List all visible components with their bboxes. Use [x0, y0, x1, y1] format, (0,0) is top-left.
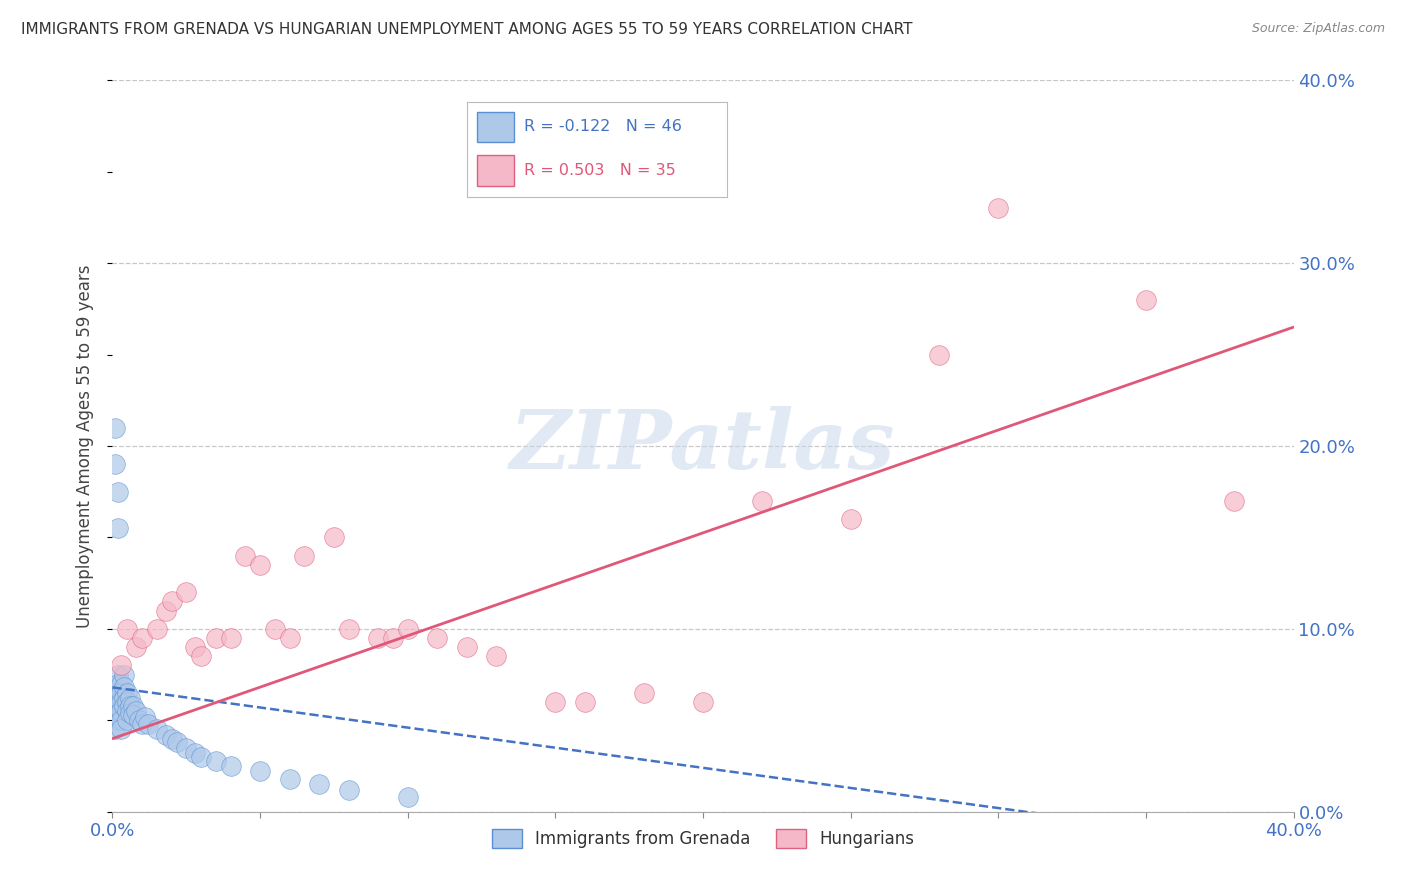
Point: [125, 704, 148, 718]
Point: [633, 686, 655, 700]
Point: [112, 667, 135, 681]
Point: [174, 585, 197, 599]
Point: [249, 558, 271, 572]
Point: [1135, 293, 1157, 307]
Point: [928, 347, 950, 362]
Point: [456, 640, 478, 655]
Point: [104, 457, 127, 471]
Point: [1223, 494, 1246, 508]
Point: [136, 717, 159, 731]
Point: [107, 686, 129, 700]
Point: [190, 749, 212, 764]
Point: [485, 649, 508, 664]
Point: [233, 549, 256, 563]
Point: [190, 649, 212, 664]
Point: [205, 754, 228, 768]
Point: [308, 777, 330, 791]
Point: [107, 484, 129, 499]
Point: [104, 723, 127, 737]
Point: [125, 640, 148, 655]
Point: [146, 723, 169, 737]
Point: [987, 201, 1010, 215]
Point: [205, 631, 228, 645]
Point: [751, 494, 773, 508]
Point: [160, 594, 183, 608]
Point: [337, 782, 360, 797]
Point: [120, 691, 142, 706]
Point: [128, 714, 150, 728]
Point: [166, 735, 188, 749]
Point: [323, 530, 346, 544]
Point: [104, 421, 127, 435]
Text: Source: ZipAtlas.com: Source: ZipAtlas.com: [1251, 22, 1385, 36]
Point: [155, 603, 177, 617]
Point: [117, 695, 138, 709]
Point: [160, 731, 183, 746]
Point: [692, 695, 714, 709]
Point: [278, 772, 301, 786]
Point: [396, 790, 419, 805]
Point: [112, 698, 135, 713]
Point: [184, 640, 207, 655]
Point: [120, 698, 142, 713]
Y-axis label: Unemployment Among Ages 55 to 59 years: Unemployment Among Ages 55 to 59 years: [76, 264, 94, 628]
Point: [574, 695, 596, 709]
Point: [107, 676, 129, 690]
Point: [117, 622, 138, 636]
Point: [249, 764, 271, 779]
Point: [131, 717, 153, 731]
Point: [104, 714, 127, 728]
Point: [107, 695, 129, 709]
Point: [117, 686, 138, 700]
Point: [396, 622, 419, 636]
Point: [110, 695, 132, 709]
Point: [184, 746, 207, 760]
Point: [264, 622, 287, 636]
Point: [219, 631, 242, 645]
Text: ZIPatlas: ZIPatlas: [510, 406, 896, 486]
Point: [110, 686, 132, 700]
Point: [107, 704, 129, 718]
Point: [544, 695, 567, 709]
Point: [107, 521, 129, 535]
Point: [104, 704, 127, 718]
Point: [131, 631, 153, 645]
Point: [112, 681, 135, 695]
Point: [110, 676, 132, 690]
Point: [839, 512, 862, 526]
Point: [112, 691, 135, 706]
Point: [134, 709, 156, 723]
Point: [107, 667, 129, 681]
Point: [110, 723, 132, 737]
Point: [219, 759, 242, 773]
Point: [117, 714, 138, 728]
Text: IMMIGRANTS FROM GRENADA VS HUNGARIAN UNEMPLOYMENT AMONG AGES 55 TO 59 YEARS CORR: IMMIGRANTS FROM GRENADA VS HUNGARIAN UNE…: [21, 22, 912, 37]
Legend: Immigrants from Grenada, Hungarians: Immigrants from Grenada, Hungarians: [485, 822, 921, 855]
Point: [122, 698, 145, 713]
Point: [120, 706, 142, 720]
Point: [382, 631, 405, 645]
Point: [426, 631, 449, 645]
Point: [174, 740, 197, 755]
Point: [110, 714, 132, 728]
Point: [292, 549, 315, 563]
Point: [278, 631, 301, 645]
Point: [117, 704, 138, 718]
Point: [367, 631, 389, 645]
Point: [155, 728, 177, 742]
Point: [146, 622, 169, 636]
Point: [110, 658, 132, 673]
Point: [122, 707, 145, 722]
Point: [337, 622, 360, 636]
Point: [110, 704, 132, 718]
